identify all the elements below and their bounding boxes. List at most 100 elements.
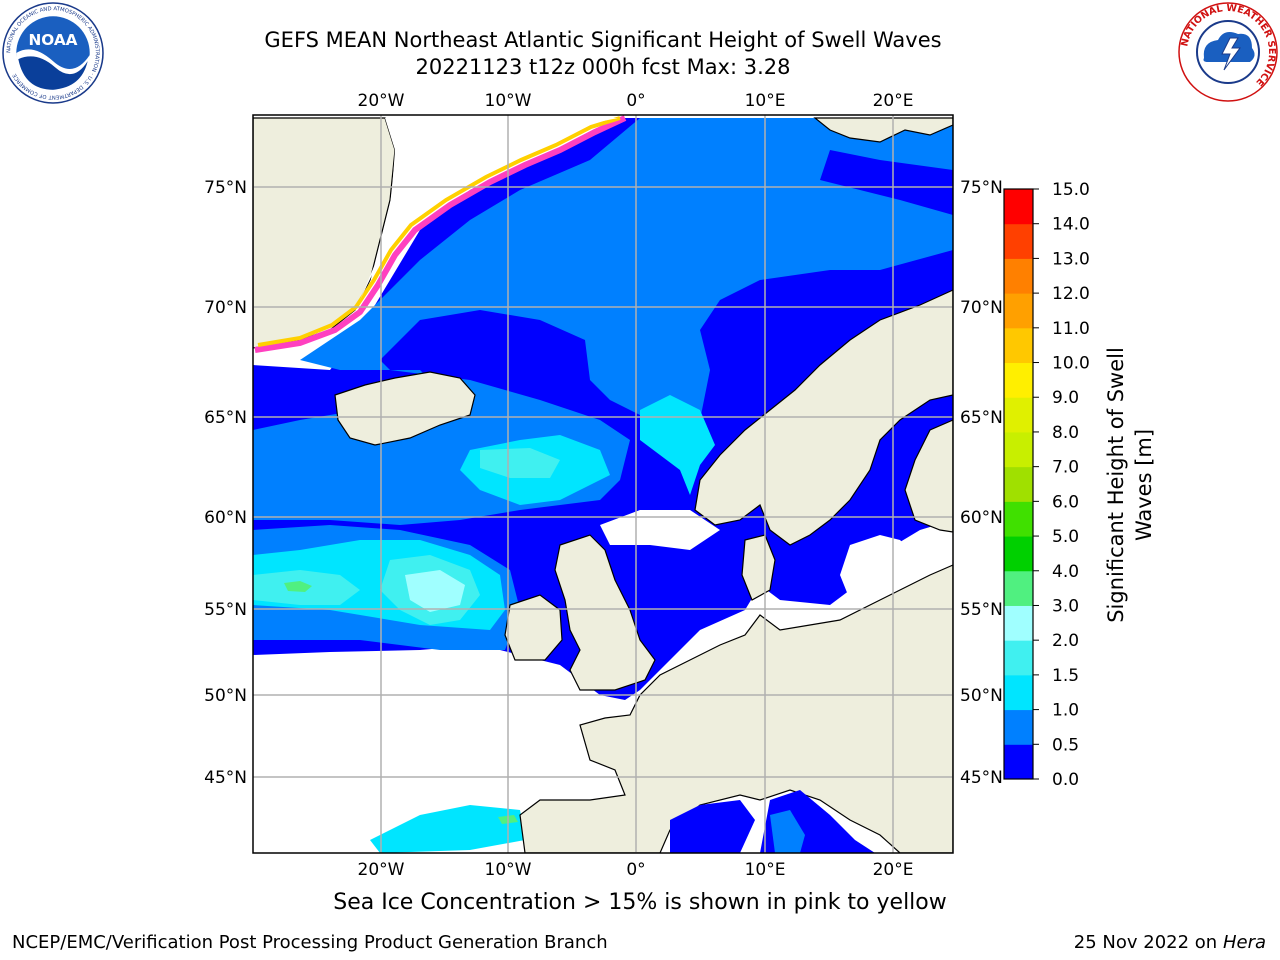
colorbar-tick-label-2: 13.0 — [1052, 249, 1090, 269]
lat-label-left-5: 50°N — [204, 686, 247, 706]
colorbar-band-16 — [1004, 189, 1033, 225]
colorbar-tick-label-16: 0.5 — [1052, 735, 1079, 755]
colorbar-tick-label-15: 1.0 — [1052, 701, 1079, 721]
colorbar-band-10 — [1004, 397, 1033, 433]
lat-label-right-2: 65°N — [960, 408, 1003, 428]
swell-0.5-1.0-region-nw — [630, 175, 700, 215]
sea-ice-edge-inner — [257, 116, 621, 347]
colorbar-tick-label-7: 8.0 — [1052, 423, 1079, 443]
lon-label-bottom-4: 20°E — [873, 860, 914, 880]
map-title: GEFS MEAN Northeast Atlantic Significant… — [264, 28, 942, 52]
colorbar-tick-label-9: 6.0 — [1052, 492, 1079, 512]
lon-label-top-4: 20°E — [873, 91, 914, 111]
sea-ice-edge — [254, 115, 627, 353]
swell-2.0-3.0-region — [405, 570, 465, 612]
no-data-atlantic — [253, 655, 610, 853]
finland-russia-land — [904, 419, 953, 533]
colorbar-tick-label-12: 3.0 — [1052, 596, 1079, 616]
colorbar: 15.0 14.0 13.0 12.0 11.0 10.0 9.0 8.0 7.0 6.0 5.0 4… — [1003, 180, 1156, 790]
colorbar-tick-label-13: 2.0 — [1052, 631, 1079, 651]
colorbar-band-7 — [1004, 501, 1033, 537]
colorbar-tick-label-11: 4.0 — [1052, 562, 1079, 582]
colorbar-band-1 — [1004, 709, 1033, 745]
ireland-land — [504, 594, 563, 661]
colorbar-band-11 — [1004, 362, 1033, 398]
lon-label-bottom-1: 10°W — [485, 860, 532, 880]
colorbar-title-line1: Significant Height of Swell — [1104, 347, 1128, 623]
lat-labels-right: 75°N 70°N 65°N 60°N 55°N 50°N 45°N — [960, 178, 1003, 788]
british-isles-land — [554, 534, 656, 691]
colorbar-ticks: 15.0 14.0 13.0 12.0 11.0 10.0 9.0 8.0 7.0 6.0 5.0 4… — [1033, 180, 1090, 790]
map-area — [253, 115, 953, 853]
colorbar-band-6 — [1004, 536, 1033, 572]
colorbar-band-15 — [1004, 223, 1033, 259]
colorbar-tick-label-4: 11.0 — [1052, 319, 1090, 339]
lon-labels-bottom: 20°W 10°W 0° 10°E 20°E — [358, 860, 914, 880]
colorbar-tick-label-10: 5.0 — [1052, 527, 1079, 547]
swell-1.5-2.0-region-atl — [480, 448, 560, 478]
lat-label-right-6: 45°N — [960, 768, 1003, 788]
no-data-north-sea — [600, 510, 720, 550]
colorbar-band-4 — [1004, 605, 1033, 641]
colorbar-band-12 — [1004, 327, 1033, 364]
colorbar-tick-label-17: 0.0 — [1052, 770, 1079, 790]
colorbar-tick-label-0: 15.0 — [1052, 180, 1090, 200]
colorbar-band-2 — [1004, 674, 1033, 711]
colorbar-band-8 — [1004, 466, 1033, 502]
lat-label-right-1: 70°N — [960, 298, 1003, 318]
colorbar-tick-label-8: 7.0 — [1052, 458, 1079, 478]
swell-1.0-1.5-region — [640, 395, 715, 495]
credit-right: 25 Nov 2022 on Hera — [1074, 932, 1266, 953]
lat-label-left-2: 65°N — [204, 408, 247, 428]
colorbar-title-line2: Waves [m] — [1132, 429, 1156, 541]
lat-label-left-6: 45°N — [204, 768, 247, 788]
sea-ice-fill — [360, 118, 618, 300]
lon-label-bottom-2: 0° — [626, 860, 645, 880]
lat-label-left-4: 55°N — [204, 600, 247, 620]
colorbar-band-14 — [1004, 258, 1033, 294]
swell-1.0-1.5-region-biscay — [370, 805, 525, 853]
colorbar-band-13 — [1004, 293, 1033, 329]
colorbar-frame — [1003, 188, 1034, 780]
colorbar-tick-label-6: 9.0 — [1052, 388, 1079, 408]
nws-logo: NATIONAL WEATHER SERVICE — [1178, 2, 1278, 102]
sea-ice-note: Sea Ice Concentration > 15% is shown in … — [333, 890, 947, 915]
colorbar-tick-label-1: 14.0 — [1052, 215, 1090, 235]
lon-label-bottom-0: 20°W — [358, 860, 405, 880]
colorbar-band-0 — [1004, 744, 1033, 780]
colorbar-tick-label-5: 10.0 — [1052, 354, 1090, 374]
iceland-land — [334, 371, 476, 446]
med-sea — [670, 800, 755, 853]
colorbar-band-3 — [1004, 640, 1033, 676]
lat-label-left-3: 60°N — [204, 508, 247, 528]
credit-left: NCEP/EMC/Verification Post Processing Pr… — [12, 932, 608, 953]
med-sea-light — [770, 810, 805, 853]
colorbar-tick-label-3: 12.0 — [1052, 284, 1090, 304]
colorbar-tick-label-14: 1.5 — [1052, 666, 1079, 686]
map-frame — [252, 114, 954, 854]
lat-label-left-0: 75°N — [204, 178, 247, 198]
colorbar-band-5 — [1004, 570, 1033, 606]
map-subtitle: 20221123 t12z 000h fcst Max: 3.28 — [415, 55, 791, 79]
lon-label-top-2: 0° — [626, 91, 645, 111]
svalbard-land — [813, 117, 953, 143]
swell-0.5-1.0-region-n — [790, 205, 900, 250]
lon-labels-top: 20°W 10°W 0° 10°E 20°E — [358, 91, 914, 111]
noaa-logo: NOAA NATIONAL OCEANIC AND ATMOSPHERIC AD… — [2, 2, 104, 104]
lat-labels-left: 75°N 70°N 65°N 60°N 55°N 50°N 45°N — [204, 178, 247, 788]
credit-date: 25 Nov 2022 on — [1073, 932, 1218, 953]
lon-label-bottom-3: 10°E — [745, 860, 786, 880]
noaa-logo-text: NOAA — [28, 31, 77, 49]
lat-label-left-1: 70°N — [204, 298, 247, 318]
lat-label-right-5: 50°N — [960, 686, 1003, 706]
lon-label-top-3: 10°E — [745, 91, 786, 111]
credit-host: Hera — [1222, 932, 1266, 953]
lat-label-right-0: 75°N — [960, 178, 1003, 198]
colorbar-band-9 — [1004, 431, 1033, 468]
graticule — [253, 115, 953, 853]
lon-label-top-1: 10°W — [485, 91, 532, 111]
colorbar-bands — [1004, 189, 1033, 780]
swell-3.0-4.0-region — [284, 581, 312, 592]
lat-label-right-4: 55°N — [960, 600, 1003, 620]
